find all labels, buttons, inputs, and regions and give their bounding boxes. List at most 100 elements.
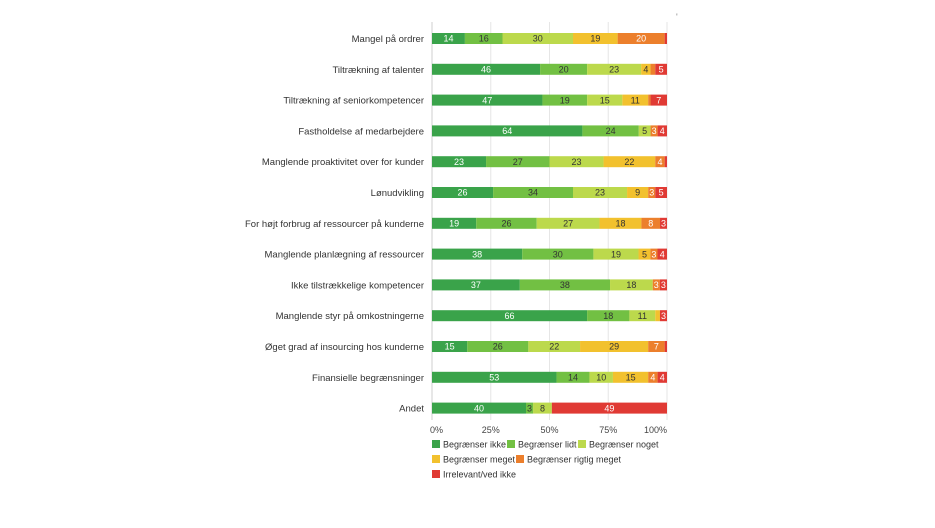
data-label: 53 bbox=[489, 373, 499, 383]
bar-segment bbox=[657, 371, 667, 383]
bar-segment bbox=[627, 187, 649, 198]
data-label: 34 bbox=[528, 188, 538, 198]
bar-segment bbox=[432, 125, 583, 137]
bar-segment bbox=[652, 279, 660, 291]
category-label: Finansielle begrænsninger bbox=[312, 373, 424, 384]
data-label: 19 bbox=[560, 95, 570, 105]
data-label: 10 bbox=[596, 373, 606, 383]
data-label: 5 bbox=[642, 249, 647, 259]
data-label: 4 bbox=[660, 126, 665, 136]
bar-segment bbox=[593, 248, 639, 260]
data-label: 23 bbox=[609, 65, 619, 75]
bar-segment bbox=[610, 279, 653, 291]
data-label: 18 bbox=[603, 311, 613, 321]
bar-segment bbox=[648, 371, 658, 383]
bar-segment bbox=[641, 63, 651, 75]
bar-segment bbox=[432, 156, 487, 168]
data-label: 38 bbox=[472, 249, 482, 259]
bar-segment bbox=[432, 33, 465, 44]
data-label: 29 bbox=[609, 342, 619, 352]
category-label: Fastholdelse af medarbejdere bbox=[298, 126, 424, 137]
data-label: 26 bbox=[458, 188, 468, 198]
bar-segment bbox=[432, 187, 494, 198]
bar-segment bbox=[432, 402, 526, 414]
bar-segment bbox=[589, 371, 613, 383]
legend-entry: Begrænser meget bbox=[443, 454, 516, 464]
data-label: 5 bbox=[642, 126, 647, 136]
bar-segment bbox=[467, 341, 529, 352]
category-label: Ikke tilstrækkelige kompetencer bbox=[291, 280, 424, 291]
bar-segment bbox=[587, 94, 623, 106]
data-label: 23 bbox=[454, 157, 464, 167]
data-label: 16 bbox=[479, 34, 489, 44]
data-label: 20 bbox=[559, 65, 569, 75]
bar-segment bbox=[617, 33, 665, 44]
bar-segment bbox=[551, 402, 667, 414]
bar-segment bbox=[432, 248, 523, 260]
bar-segment bbox=[432, 94, 543, 106]
bar-segment bbox=[664, 156, 667, 168]
bar-segment bbox=[573, 187, 628, 198]
data-label: 7 bbox=[656, 95, 661, 105]
category-label: Manglende proaktivitet over for kunder bbox=[262, 157, 424, 168]
data-label: 3 bbox=[661, 280, 666, 290]
data-label: 24 bbox=[606, 126, 616, 136]
bar-segment bbox=[587, 63, 642, 75]
category-label: Tiltrækning af talenter bbox=[332, 65, 424, 76]
bar-segment bbox=[432, 341, 468, 352]
data-label: 5 bbox=[659, 65, 664, 75]
data-label: 30 bbox=[553, 249, 563, 259]
legend: Begrænser ikke Begrænser lidt Begrænser no… bbox=[432, 439, 659, 479]
category-label: Manglende planlægning af ressourcer bbox=[265, 250, 425, 261]
bar-segment bbox=[536, 217, 600, 229]
data-label: 23 bbox=[572, 157, 582, 167]
legend-entry: Begrænser lidt bbox=[518, 439, 577, 449]
data-label: 3 bbox=[649, 188, 654, 198]
x-tick-label: 0% bbox=[430, 425, 443, 435]
bar-segment bbox=[655, 63, 667, 75]
bar-segment bbox=[464, 33, 503, 44]
bar-segment bbox=[502, 33, 573, 44]
data-label: 14 bbox=[568, 373, 578, 383]
bar-segment bbox=[655, 156, 665, 168]
bar-segment bbox=[648, 94, 651, 106]
legend-swatch bbox=[578, 440, 586, 448]
bar-segment bbox=[573, 33, 618, 44]
legend-entry: Begrænser rigtig meget bbox=[527, 454, 622, 464]
category-label: Lønudvikling bbox=[371, 188, 424, 199]
bar-segment bbox=[486, 156, 550, 168]
data-label: 7 bbox=[654, 342, 659, 352]
data-label: 26 bbox=[501, 219, 511, 229]
x-tick-label: 100% bbox=[644, 425, 667, 435]
bar-segment bbox=[540, 63, 588, 75]
bar-segment bbox=[650, 125, 658, 137]
data-label: 11 bbox=[631, 95, 640, 105]
bar-segment bbox=[493, 187, 573, 198]
bar-segment bbox=[432, 217, 477, 229]
legend-swatch bbox=[507, 440, 515, 448]
data-label: 20 bbox=[636, 34, 646, 44]
data-label: 18 bbox=[626, 280, 636, 290]
data-label: 64 bbox=[502, 126, 512, 136]
data-label: 30 bbox=[533, 34, 543, 44]
legend-entry: Begrænser ikke bbox=[443, 439, 506, 449]
bar-segment bbox=[556, 371, 590, 383]
bar-segment bbox=[533, 402, 552, 414]
data-label: 23 bbox=[595, 188, 605, 198]
data-label: 22 bbox=[549, 342, 559, 352]
data-label: 15 bbox=[600, 95, 610, 105]
data-label: 8 bbox=[648, 219, 653, 229]
stray-mark: ' bbox=[676, 12, 678, 22]
bar-segment bbox=[657, 248, 667, 260]
bar-segment bbox=[582, 125, 639, 137]
data-label: 37 bbox=[471, 280, 481, 290]
legend-swatch bbox=[432, 440, 440, 448]
data-label: 40 bbox=[474, 403, 484, 413]
category-label: Andet bbox=[399, 404, 424, 415]
data-label: 27 bbox=[563, 219, 573, 229]
bar-segment bbox=[655, 187, 667, 198]
data-label: 27 bbox=[513, 157, 523, 167]
data-label: 4 bbox=[660, 249, 665, 259]
bar-segment bbox=[664, 341, 667, 352]
data-label: 47 bbox=[482, 95, 492, 105]
